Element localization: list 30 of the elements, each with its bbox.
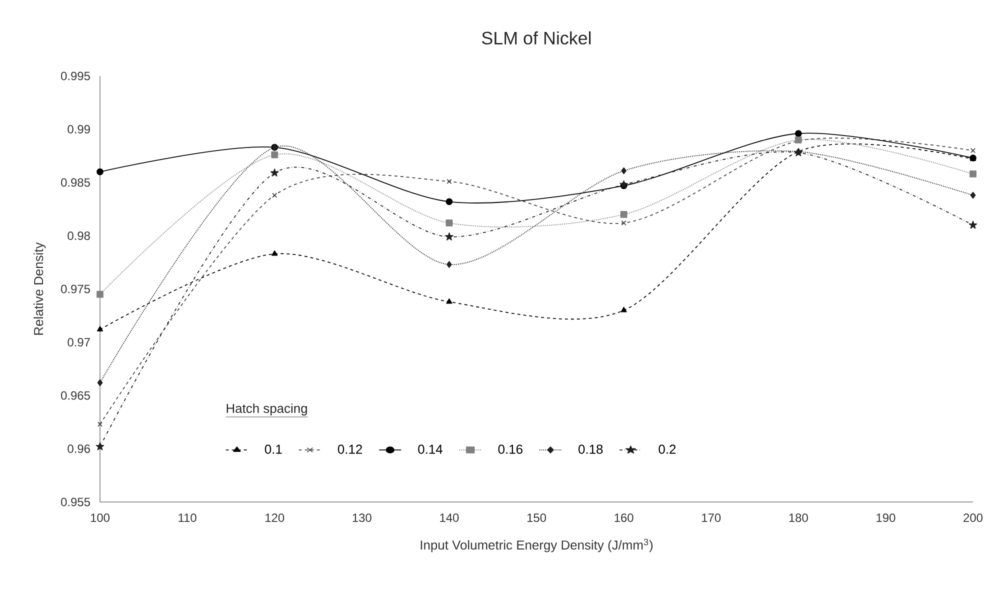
x-tick-label: 120 xyxy=(266,514,284,522)
legend-label: 0.12 xyxy=(338,444,362,454)
legend-title: Hatch spacing xyxy=(226,403,307,416)
y-axis-title: Relative Density xyxy=(34,242,46,335)
y-tick-label: 0.99 xyxy=(68,125,90,134)
y-tick-label: 0.98 xyxy=(68,232,90,240)
x-tick-label: 100 xyxy=(90,514,110,522)
y-tick-label: 0.965 xyxy=(61,391,90,400)
x-tick-label: 170 xyxy=(702,514,721,522)
x-tick-label: 160 xyxy=(614,514,634,522)
legend-label: 0.1 xyxy=(264,444,282,454)
y-tick-label: 0.985 xyxy=(61,178,90,187)
y-tick-label: 0.975 xyxy=(61,284,90,294)
y-tick-label: 0.97 xyxy=(68,338,90,346)
x-tick-label: 200 xyxy=(964,514,983,522)
x-tick-label: 150 xyxy=(527,514,546,522)
x-tick-label: 130 xyxy=(352,514,372,522)
legend-label: 0.2 xyxy=(658,444,676,454)
y-tick-label: 0.995 xyxy=(61,72,90,80)
x-tick-label: 180 xyxy=(789,514,808,522)
y-tick-label: 0.955 xyxy=(61,498,90,506)
legend-label: 0.16 xyxy=(498,444,522,454)
y-tick-label: 0.96 xyxy=(68,444,90,453)
x-axis-title: Input Volumetric Energy Density (J/mm$^{3}$) xyxy=(420,538,653,552)
x-tick-label: 190 xyxy=(876,514,896,522)
x-tick-label: 140 xyxy=(440,514,459,522)
legend-label: 0.14 xyxy=(418,444,442,454)
x-tick-label: 110 xyxy=(178,514,196,522)
legend-label: 0.18 xyxy=(578,444,603,454)
chart-title: SLM of Nickel xyxy=(482,31,591,44)
